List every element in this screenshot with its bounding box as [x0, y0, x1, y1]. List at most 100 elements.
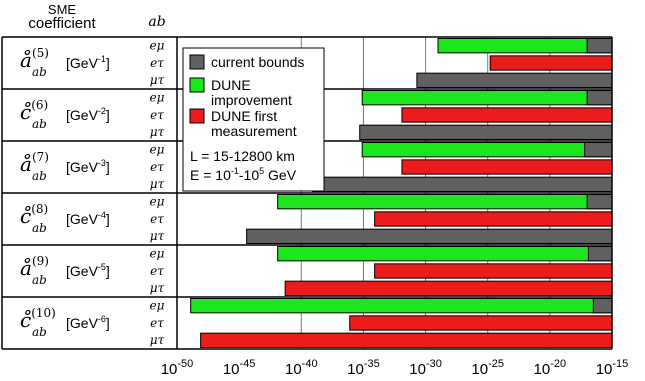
x-tick-label: 10-50: [161, 358, 194, 378]
legend-label: improvement: [211, 92, 292, 108]
bar-dune-first: [200, 332, 613, 348]
row-label: μτ: [150, 281, 165, 295]
coefficient-dimension: (5): [32, 46, 49, 60]
coefficient-flavor: ab: [32, 169, 47, 183]
unit-label: [GeV-3]: [66, 158, 110, 175]
header-sme: SME: [48, 2, 77, 17]
header-coefficient: coefficient: [28, 15, 96, 32]
energy-text: E = 10: [190, 167, 231, 183]
bar-dune-improvement: [277, 246, 613, 262]
x-tick-label: 10-45: [223, 358, 256, 378]
x-tick-label: 10-25: [471, 358, 504, 378]
coefficient-label: c̊(6) ab: [20, 98, 48, 131]
x-tick-base: 10: [347, 361, 364, 378]
x-tick-exponent: -35: [364, 358, 380, 370]
x-tick-base: 10: [161, 361, 178, 378]
coefficient-flavor: ab: [32, 65, 47, 79]
bar-dune-first: [374, 263, 613, 279]
row-label: eμ: [150, 194, 165, 208]
row-label: μτ: [150, 125, 165, 139]
bar-dune-improvement: [190, 298, 613, 314]
x-tick-exponent: -45: [240, 358, 256, 370]
x-tick-exponent: -40: [302, 358, 318, 370]
unit-exponent: -6: [98, 314, 106, 324]
legend-label: DUNE first: [211, 108, 277, 124]
coefficient-label: c̊(8) ab: [20, 202, 48, 235]
bar-dune-improvement: [437, 38, 613, 54]
row-label: eμ: [150, 38, 165, 52]
x-tick-exponent: -20: [550, 358, 566, 370]
bar-current: [584, 142, 613, 158]
energy-unit: GeV: [264, 167, 297, 183]
unit-exponent: -5: [98, 262, 106, 272]
header-ab: ab: [148, 14, 165, 30]
coefficient-dimension: (8): [31, 202, 48, 216]
coefficient-flavor: ab: [32, 273, 47, 287]
x-tick-label: 10-35: [347, 358, 380, 378]
row-label: eτ: [150, 108, 164, 122]
unit-text: [GeV: [66, 263, 99, 279]
bar-current: [587, 246, 613, 262]
bar-dune-first: [349, 315, 613, 331]
bar-dune-improvement: [277, 194, 613, 210]
energy-exp2: 5: [259, 166, 264, 176]
x-tick-label: 10-20: [534, 358, 567, 378]
coefficient-symbol: å: [20, 48, 32, 72]
bar-dune-first: [374, 211, 613, 227]
legend-label: measurement: [211, 123, 297, 139]
coefficient-symbol: å: [20, 152, 32, 176]
row-label: eτ: [150, 316, 164, 330]
legend-box: [182, 47, 325, 192]
coefficient-label: å(5) ab: [20, 46, 49, 79]
legend-swatch-dune-first: [189, 108, 205, 124]
unit-close: ]: [106, 315, 110, 331]
energy-mid: -10: [239, 167, 259, 183]
row-label: eτ: [150, 212, 164, 226]
row-label: μτ: [150, 177, 165, 191]
coefficient-label: å(7) ab: [20, 150, 49, 183]
bar-dune-improvement: [361, 90, 613, 106]
unit-exponent: -4: [98, 210, 106, 220]
row-label: eτ: [150, 264, 164, 278]
x-tick-label: 10-30: [409, 358, 442, 378]
legend-swatch-current: [189, 54, 205, 70]
row-label: μτ: [150, 229, 165, 243]
bar-current: [586, 90, 613, 106]
legend-swatch-dune-improvement: [189, 77, 205, 93]
energy-exp1: -1: [231, 166, 239, 176]
coefficient-symbol: å: [20, 256, 32, 280]
x-tick-base: 10: [285, 361, 302, 378]
unit-label: [GeV-5]: [66, 262, 110, 279]
x-tick-base: 10: [471, 361, 488, 378]
row-label: eτ: [150, 160, 164, 174]
unit-text: [GeV: [66, 211, 99, 227]
unit-text: [GeV: [66, 159, 99, 175]
row-label: eμ: [150, 90, 165, 104]
coefficient-flavor: ab: [32, 117, 47, 131]
row-label: μτ: [150, 73, 165, 87]
unit-close: ]: [106, 55, 110, 71]
x-tick-label: 10-15: [596, 358, 629, 378]
x-tick-base: 10: [596, 361, 613, 378]
unit-close: ]: [106, 159, 110, 175]
unit-label: [GeV-4]: [66, 210, 110, 227]
bar-current: [586, 194, 613, 210]
coefficient-label: c̊(10) ab: [20, 306, 56, 339]
unit-close: ]: [106, 263, 110, 279]
unit-close: ]: [106, 107, 110, 123]
coefficient-label: å(9) ab: [20, 254, 49, 287]
x-tick-exponent: -15: [612, 358, 628, 370]
x-tick-base: 10: [534, 361, 551, 378]
unit-text: [GeV: [66, 107, 99, 123]
unit-exponent: -3: [98, 158, 106, 168]
bar-dune-first: [284, 280, 613, 296]
unit-exponent: -2: [98, 106, 106, 116]
unit-close: ]: [106, 211, 110, 227]
x-tick-exponent: -50: [177, 358, 193, 370]
unit-label: [GeV-2]: [66, 106, 110, 123]
coefficient-dimension: (9): [32, 254, 49, 268]
row-label: eτ: [150, 56, 164, 70]
coefficient-dimension: (6): [31, 98, 48, 112]
legend-label: DUNE: [211, 77, 251, 93]
